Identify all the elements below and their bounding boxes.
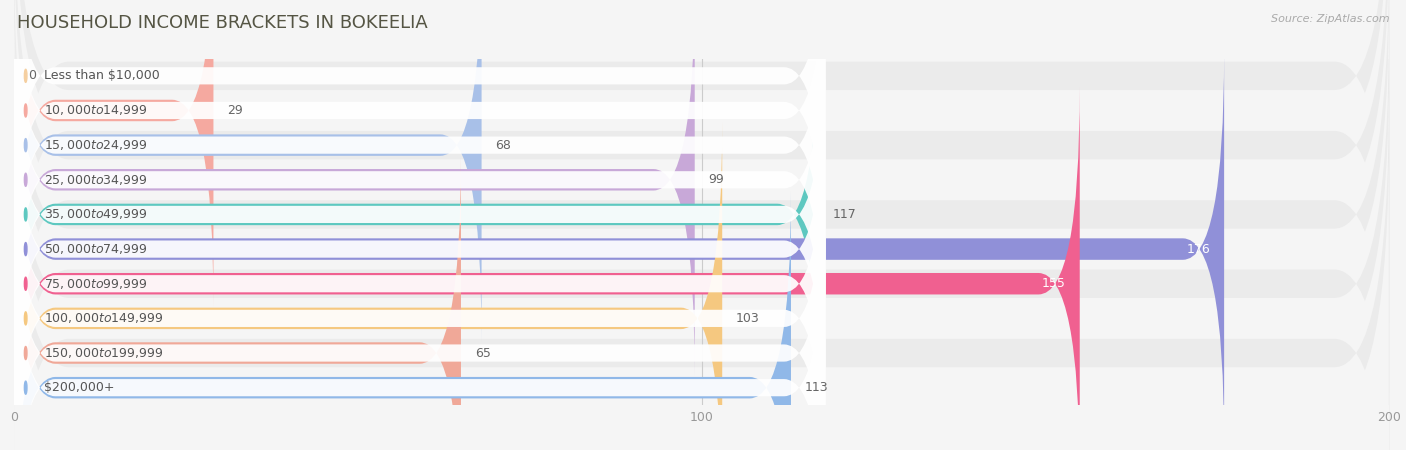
Text: 103: 103 [735,312,759,325]
FancyBboxPatch shape [14,50,825,448]
FancyBboxPatch shape [14,0,1389,408]
Text: 65: 65 [475,346,491,360]
FancyBboxPatch shape [14,86,1080,450]
FancyBboxPatch shape [14,189,825,450]
FancyBboxPatch shape [14,0,825,310]
FancyBboxPatch shape [14,0,825,379]
Text: 176: 176 [1187,243,1211,256]
FancyBboxPatch shape [14,0,1389,450]
Circle shape [24,381,27,394]
Text: Less than $10,000: Less than $10,000 [44,69,160,82]
FancyBboxPatch shape [14,0,482,342]
FancyBboxPatch shape [14,0,825,344]
Text: $100,000 to $149,999: $100,000 to $149,999 [44,311,163,325]
Circle shape [24,346,27,360]
FancyBboxPatch shape [14,17,818,412]
Circle shape [24,243,27,256]
Text: $50,000 to $74,999: $50,000 to $74,999 [44,242,148,256]
Text: HOUSEHOLD INCOME BRACKETS IN BOKEELIA: HOUSEHOLD INCOME BRACKETS IN BOKEELIA [17,14,427,32]
FancyBboxPatch shape [14,0,825,275]
Text: Source: ZipAtlas.com: Source: ZipAtlas.com [1271,14,1389,23]
FancyBboxPatch shape [14,156,461,450]
FancyBboxPatch shape [14,125,1389,450]
Text: 113: 113 [804,381,828,394]
Circle shape [24,139,27,152]
Text: $75,000 to $99,999: $75,000 to $99,999 [44,277,148,291]
FancyBboxPatch shape [14,21,1389,450]
Text: $200,000+: $200,000+ [44,381,115,394]
Text: $10,000 to $14,999: $10,000 to $14,999 [44,104,148,117]
Text: 155: 155 [1042,277,1066,290]
Text: 117: 117 [832,208,856,221]
FancyBboxPatch shape [14,52,1225,446]
Circle shape [24,277,27,290]
FancyBboxPatch shape [14,0,214,308]
FancyBboxPatch shape [14,90,1389,450]
Text: 0: 0 [28,69,35,82]
FancyBboxPatch shape [14,190,792,450]
Text: $15,000 to $24,999: $15,000 to $24,999 [44,138,148,152]
FancyBboxPatch shape [14,154,825,450]
FancyBboxPatch shape [14,15,825,414]
FancyBboxPatch shape [14,55,1389,450]
FancyBboxPatch shape [14,0,1389,339]
Text: 29: 29 [228,104,243,117]
Text: 68: 68 [495,139,512,152]
Text: $25,000 to $34,999: $25,000 to $34,999 [44,173,148,187]
Circle shape [24,173,27,186]
Circle shape [24,69,27,82]
FancyBboxPatch shape [14,0,695,377]
FancyBboxPatch shape [14,0,1389,374]
Text: $35,000 to $49,999: $35,000 to $49,999 [44,207,148,221]
FancyBboxPatch shape [14,119,825,450]
Text: 99: 99 [709,173,724,186]
FancyBboxPatch shape [14,0,1389,450]
Circle shape [24,104,27,117]
FancyBboxPatch shape [14,85,825,450]
FancyBboxPatch shape [14,0,1389,443]
FancyBboxPatch shape [14,121,723,450]
Text: $150,000 to $199,999: $150,000 to $199,999 [44,346,163,360]
Circle shape [24,312,27,325]
Circle shape [24,208,27,221]
